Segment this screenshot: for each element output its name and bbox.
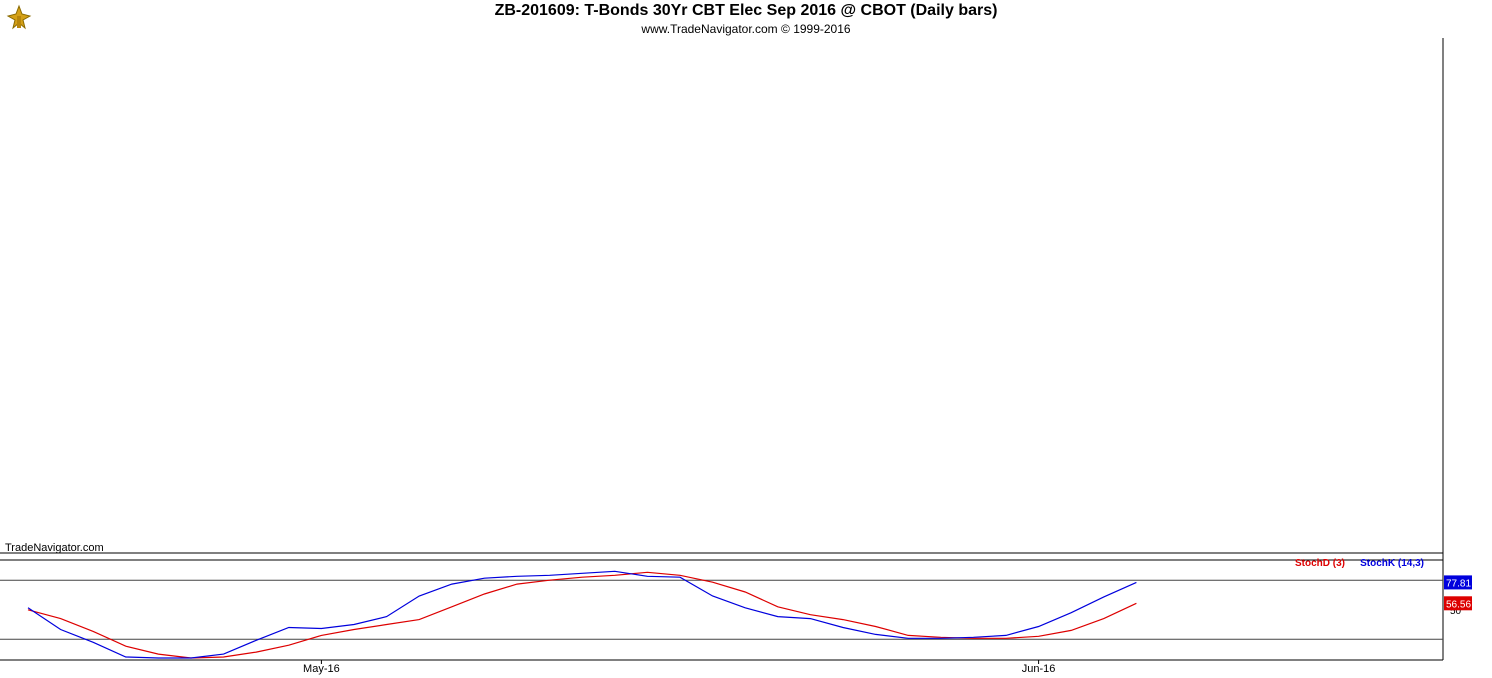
y-axis-area	[1444, 38, 1492, 640]
main-plot-area	[0, 38, 1443, 553]
stoch-legend-d: StochD (3)	[1295, 558, 1345, 569]
stochastic-plot-area	[0, 560, 1443, 660]
stoch-series-line	[27, 570, 1137, 659]
chart-header: ZB-201609: T-Bonds 30Yr CBT Elec Sep 201…	[0, 0, 1492, 38]
stoch-value-badge	[1444, 575, 1472, 590]
x-axis: May-16 Jun-16	[303, 660, 1055, 675]
panel-separator	[0, 555, 1443, 560]
stoch-y-tick-label: 50	[1450, 606, 1462, 617]
copyright-text: www.TradeNavigator.com © 1999-2016	[641, 22, 851, 36]
stoch-value-badge	[1444, 596, 1472, 611]
stoch-value-label: 77.81	[1446, 578, 1471, 589]
trade-navigator-logo-icon	[6, 4, 32, 30]
stoch-value-label: 56.56	[1446, 599, 1471, 610]
watermark-text: TradeNavigator.com	[5, 542, 104, 554]
x-tick-label: May-16	[303, 663, 340, 675]
x-tick-label: Jun-16	[1022, 663, 1056, 675]
stoch-legend-k: StochK (14,3)	[1360, 558, 1424, 569]
stochastic-lines	[0, 570, 1443, 659]
chart-title: ZB-201609: T-Bonds 30Yr CBT Elec Sep 201…	[494, 2, 998, 19]
